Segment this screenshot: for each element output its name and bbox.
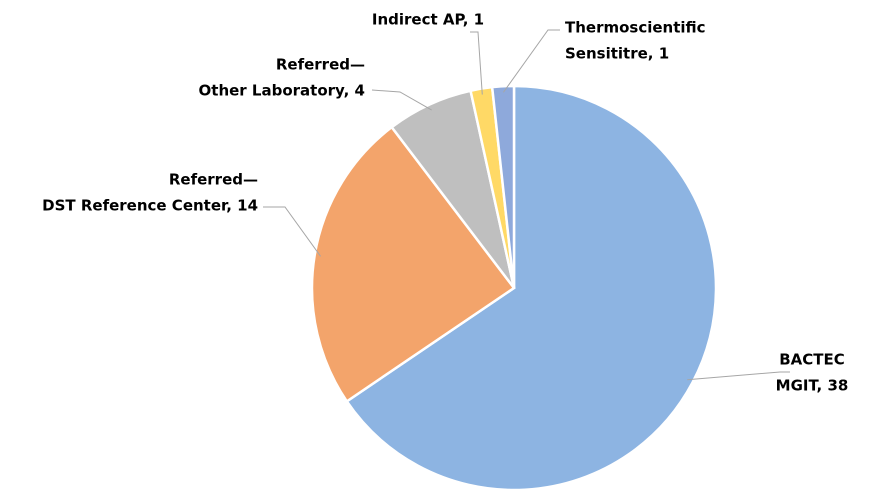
leader-line	[470, 31, 483, 95]
data-label: DST Reference Center, 14	[42, 197, 258, 215]
pie-slice	[310, 125, 516, 404]
leader-line	[371, 89, 432, 111]
leader-line	[502, 29, 560, 93]
data-label: Sensititre, 1	[565, 45, 669, 63]
leader-line	[263, 206, 321, 257]
leader-line	[687, 371, 790, 381]
data-label: Thermoscientific	[565, 19, 706, 37]
data-label: Other Laboratory, 4	[199, 82, 365, 100]
pie-slice	[345, 84, 718, 491]
data-label: Indirect AP, 1	[372, 11, 484, 29]
data-label: Referred—	[276, 56, 365, 74]
data-label: MGIT, 38	[776, 377, 849, 395]
data-label: Referred—	[169, 171, 258, 189]
data-label: BACTEC	[779, 351, 845, 369]
pie-slice	[490, 84, 516, 289]
